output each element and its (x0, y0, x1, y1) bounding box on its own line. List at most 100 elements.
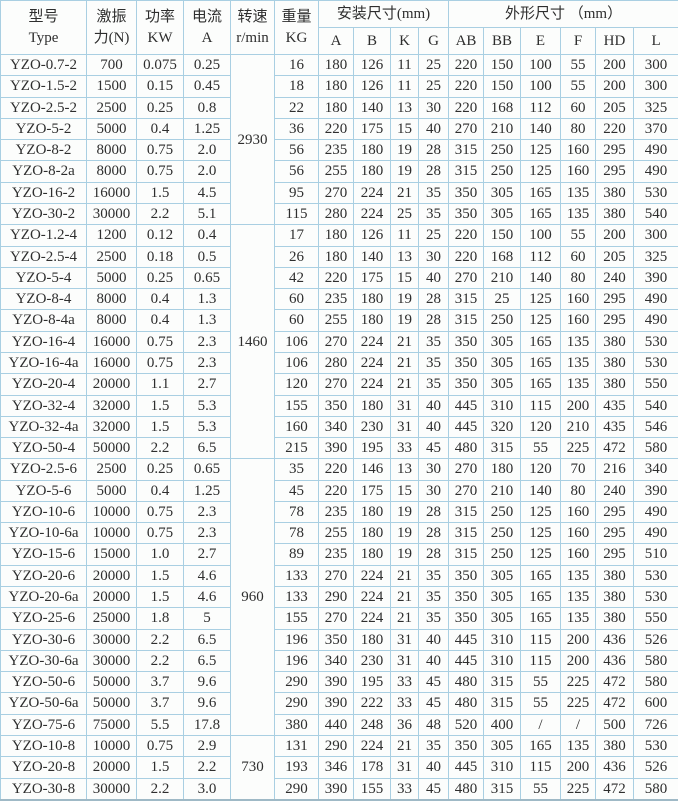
cell-l: 540 (633, 202, 678, 226)
cell-l: 540 (633, 394, 678, 417)
table-row: YZO-20-4 20000 1.1 2.7 120 270 224 21 35 350 305 16… (0, 373, 678, 396)
cell-g: 40 (417, 266, 450, 290)
cell-ab: 350 (448, 564, 485, 588)
cell-hd: 380 (595, 351, 635, 375)
cell-weight: 380 (274, 713, 319, 737)
cell-current: 2.9 (183, 734, 231, 758)
cell-hd: 295 (595, 288, 635, 311)
cell-force: 16000 (86, 351, 137, 375)
cell-type: YZO-10-8 (0, 734, 87, 758)
cell-b: 175 (353, 117, 391, 141)
table-row: YZO-16-4a 16000 0.75 2.3 106 280 224 21 35 350 305… (0, 351, 678, 375)
cell-f: 135 (560, 373, 597, 396)
cell-e: 115 (520, 756, 562, 779)
cell-force: 16000 (86, 181, 137, 204)
cell-b: 180 (353, 139, 391, 162)
cell-current: 0.8 (183, 96, 231, 119)
cell-hd: 472 (595, 777, 635, 801)
cell-ab: 315 (448, 309, 485, 332)
table-row: YZO-15-6 15000 1.0 2.7 89 235 180 19 28 315 250 125… (0, 543, 678, 566)
cell-g: 30 (417, 479, 450, 502)
cell-ab: 350 (448, 351, 485, 375)
cell-weight: 106 (274, 330, 319, 353)
cell-k: 21 (390, 351, 419, 375)
cell-current: 2.3 (183, 522, 231, 545)
cell-k: 31 (390, 415, 419, 439)
cell-f: 55 (560, 75, 597, 98)
cell-ab: 270 (448, 266, 485, 290)
cell-a: 220 (318, 458, 354, 481)
table-header: 型号 Type 激振 力(N) 功率 KW 电流 A 转速 r/min 重量 KG 安装尺寸… (0, 0, 678, 55)
cell-power: 0.75 (136, 351, 184, 375)
cell-weight: 60 (274, 288, 319, 311)
cell-a: 180 (318, 224, 354, 247)
cell-k: 21 (390, 586, 419, 609)
cell-f: 210 (560, 415, 597, 439)
cell-e: 140 (520, 266, 562, 290)
cell-b: 140 (353, 245, 391, 268)
header-install-group: 安装尺寸(mm) (317, 0, 450, 28)
cell-f: 70 (560, 458, 597, 481)
cell-force: 10000 (86, 500, 137, 524)
cell-hd: 380 (595, 373, 635, 396)
cell-ab: 315 (448, 500, 485, 524)
cell-a: 280 (318, 351, 354, 375)
cell-g: 28 (417, 160, 450, 183)
cell-power: 2.2 (136, 437, 184, 460)
cell-e: 55 (520, 692, 562, 715)
cell-b: 126 (353, 75, 391, 98)
cell-b: 180 (353, 522, 391, 545)
cell-weight: 120 (274, 373, 319, 396)
cell-force: 10000 (86, 734, 137, 758)
table-row: YZO-1.2-4 1200 0.12 0.4 1460 17 180 126 11 25 220 1… (0, 224, 678, 460)
cell-type: YZO-1.2-4 (0, 224, 87, 247)
cell-type: YZO-50-4 (0, 437, 87, 460)
cell-b: 126 (353, 53, 391, 77)
cell-power: 1.5 (136, 564, 184, 588)
cell-g: 40 (417, 649, 450, 673)
cell-e: 125 (520, 288, 562, 311)
cell-force: 25000 (86, 607, 137, 630)
cell-force: 75000 (86, 713, 137, 737)
cell-a: 290 (318, 734, 354, 758)
cell-k: 31 (390, 628, 419, 651)
table-row: YZO-10-8 10000 0.75 2.9 730 131 290 224 21 35 350 3… (0, 734, 678, 801)
cell-ab: 350 (448, 373, 485, 396)
cell-type: YZO-50-6 (0, 671, 87, 694)
cell-bb: 250 (483, 500, 522, 524)
table-row: YZO-50-4 50000 2.2 6.5 215 390 195 33 45 480 315 55… (0, 437, 678, 460)
cell-ab: 445 (448, 649, 485, 673)
cell-l: 530 (633, 586, 678, 609)
cell-g: 28 (417, 309, 450, 332)
cell-l: 530 (633, 330, 678, 353)
cell-ab: 270 (448, 479, 485, 502)
cell-g: 35 (417, 586, 450, 609)
cell-weight: 215 (274, 437, 319, 460)
cell-force: 16000 (86, 330, 137, 353)
cell-bb: 305 (483, 330, 522, 353)
cell-k: 11 (390, 75, 419, 98)
cell-e: / (520, 713, 562, 737)
cell-e: 165 (520, 202, 562, 226)
cell-l: 530 (633, 351, 678, 375)
cell-k: 19 (390, 139, 419, 162)
cell-a: 235 (318, 288, 354, 311)
cell-bb: 250 (483, 139, 522, 162)
cell-weight: 131 (274, 734, 319, 758)
cell-weight: 26 (274, 245, 319, 268)
cell-type: YZO-5-2 (0, 117, 87, 141)
cell-f: 80 (560, 266, 597, 290)
cell-weight: 42 (274, 266, 319, 290)
cell-force: 50000 (86, 671, 137, 694)
table-row: YZO-25-6 25000 1.8 5 155 270 224 21 35 350 305 165 1… (0, 607, 678, 630)
cell-bb: 305 (483, 607, 522, 630)
header-current: 电流 A (183, 0, 231, 55)
cell-current: 4.6 (183, 586, 231, 609)
cell-current: 1.3 (183, 288, 231, 311)
cell-a: 235 (318, 500, 354, 524)
table-row: YZO-5-4 5000 0.25 0.65 42 220 175 15 40 270 210 140… (0, 266, 678, 290)
cell-b: 195 (353, 671, 391, 694)
cell-power: 2.2 (136, 777, 184, 801)
cell-power: 0.25 (136, 458, 184, 481)
